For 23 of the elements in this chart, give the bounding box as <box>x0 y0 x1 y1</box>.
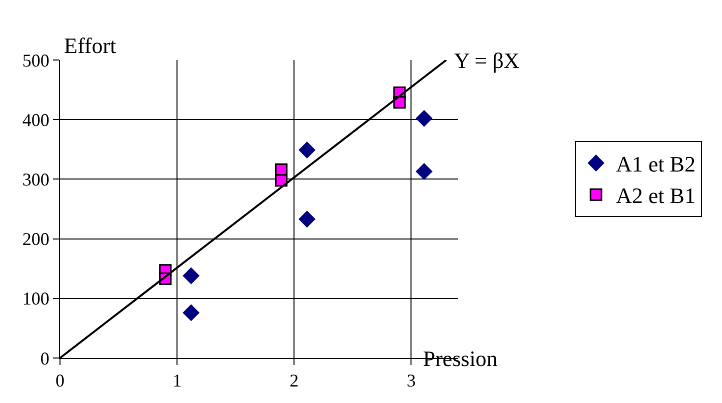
point <box>416 163 433 180</box>
point <box>393 96 406 109</box>
x-tick-label: 3 <box>406 370 416 391</box>
y-tick-label: 400 <box>22 110 50 130</box>
x-tick-label: 2 <box>290 370 299 391</box>
y-axis-title: Effort <box>64 33 116 58</box>
x-tick-label: 0 <box>56 370 64 391</box>
legend-label: A2 et B1 <box>616 183 696 208</box>
legend-label: A1 et B2 <box>616 152 696 177</box>
y-tick-label: 500 <box>22 50 50 70</box>
point <box>416 110 433 127</box>
y-tick-label: 100 <box>22 288 50 309</box>
x-tick-label: 1 <box>172 370 182 391</box>
y-tick-label: 300 <box>22 170 50 190</box>
point <box>298 210 316 228</box>
point <box>298 142 316 158</box>
annotation: Y = βX <box>454 48 520 73</box>
y-tick-label: 0 <box>40 348 50 368</box>
point <box>182 267 200 284</box>
point <box>275 174 288 187</box>
x-axis-title: Pression <box>423 346 498 371</box>
y-tick-label: 200 <box>22 229 50 250</box>
point <box>182 304 200 322</box>
